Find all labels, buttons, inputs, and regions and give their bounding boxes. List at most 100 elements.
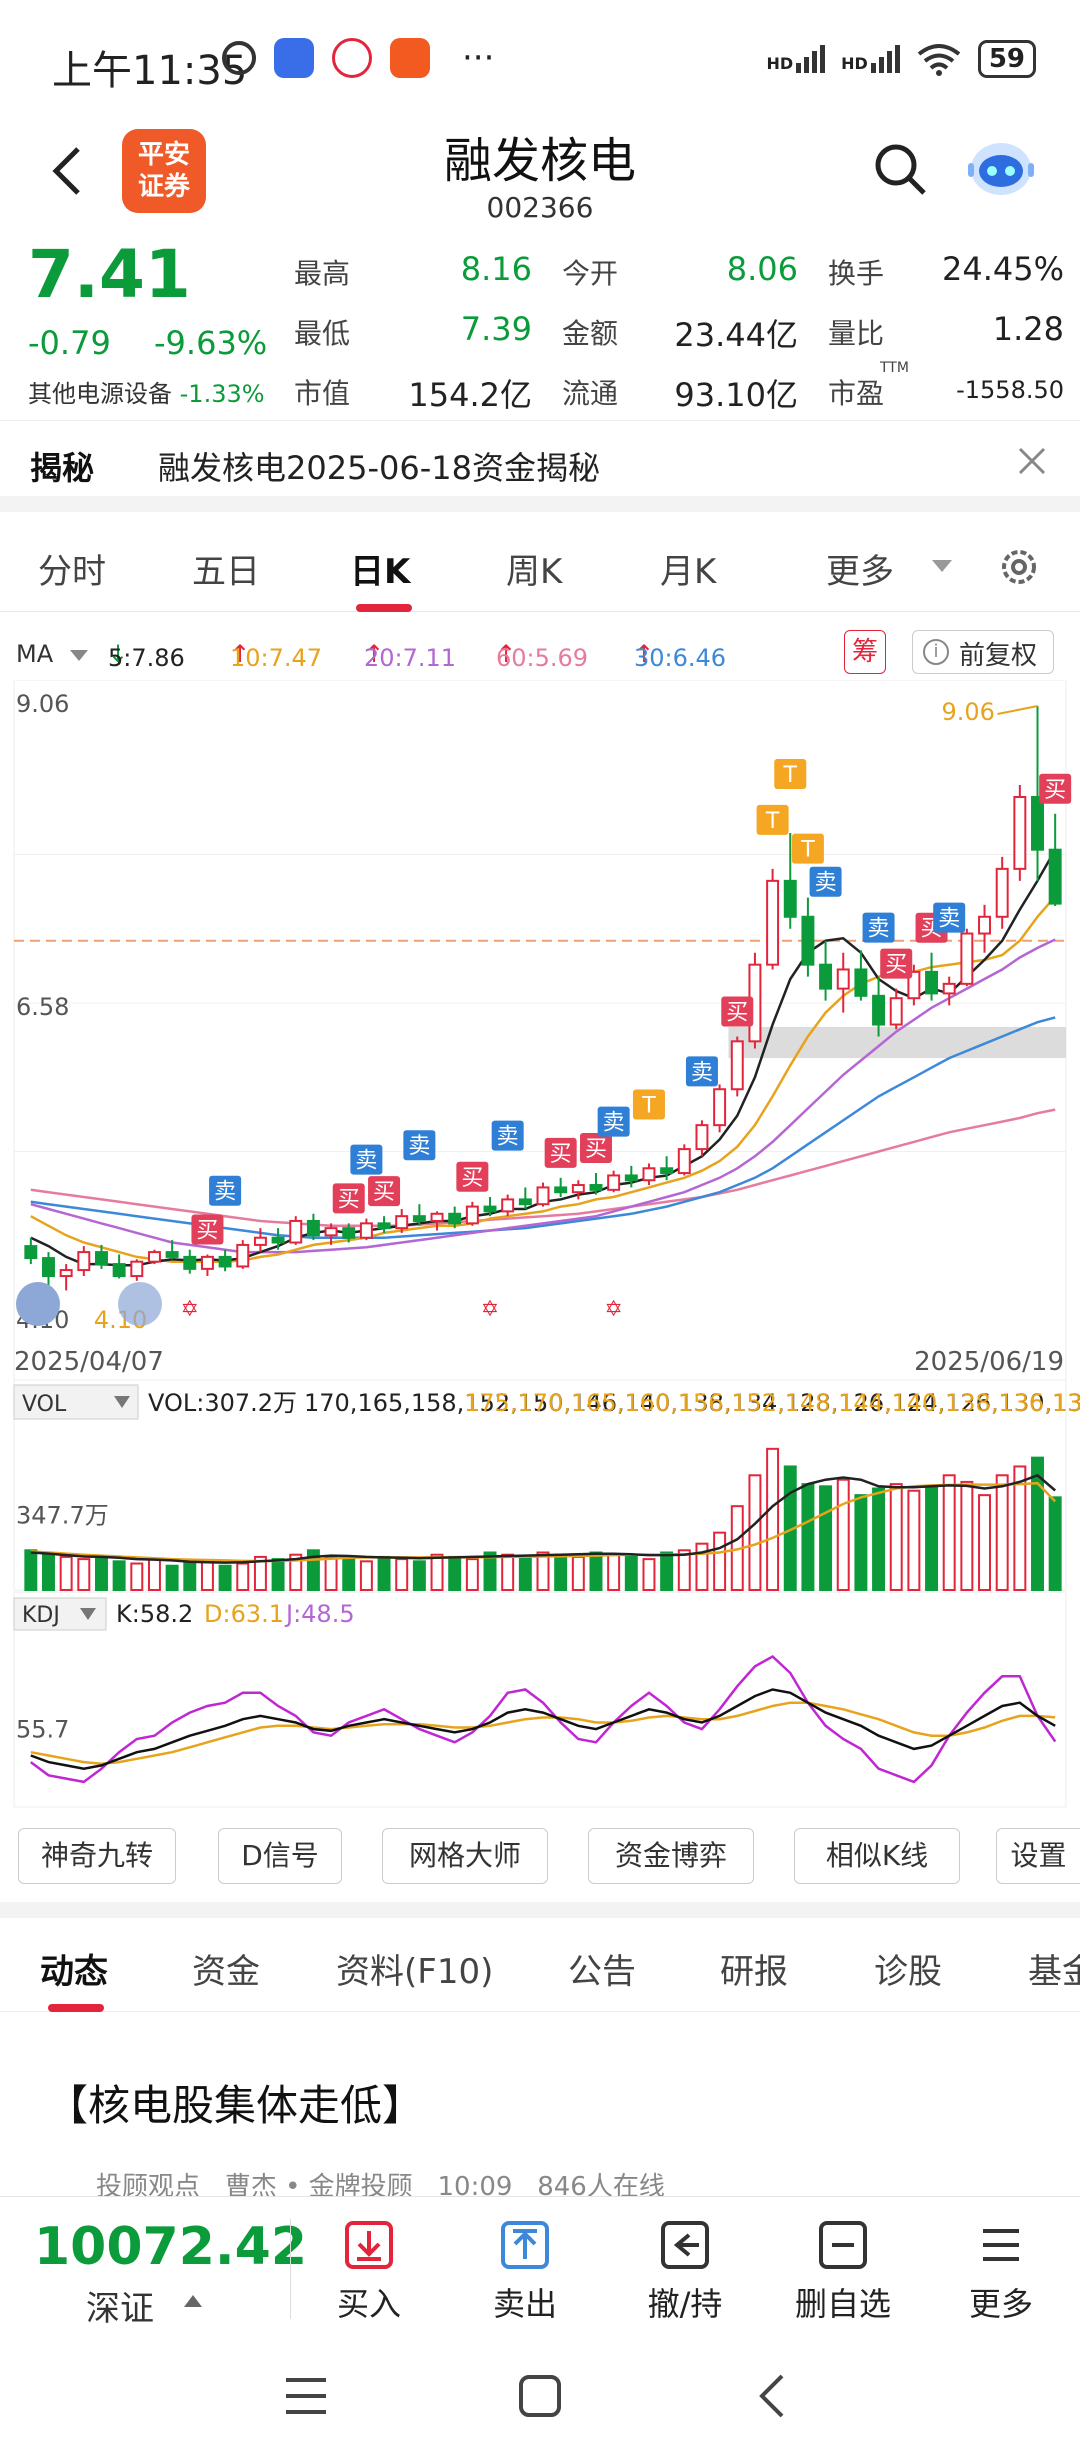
active-tab-indicator xyxy=(356,604,412,612)
chevron-down-icon xyxy=(114,1396,130,1408)
back-nav-icon[interactable] xyxy=(756,2372,786,2420)
reveal-text[interactable]: 融发核电2025-06-18资金揭秘 xyxy=(158,449,600,487)
value-turnover: 24.45% xyxy=(941,250,1064,288)
tool-settings[interactable]: 设置 xyxy=(996,1828,1080,1884)
buy-button[interactable]: 买入 xyxy=(304,2219,434,2325)
signal-text: 买 xyxy=(338,1187,360,1212)
tab-fund[interactable]: 基金 xyxy=(1028,1952,1080,1992)
candle-body xyxy=(854,968,868,997)
value-open: 8.06 xyxy=(726,250,798,288)
index-value[interactable]: 10072.42 xyxy=(34,2217,308,2277)
tab-f10[interactable]: 资料(F10) xyxy=(336,1952,494,1992)
signal-badge xyxy=(721,996,754,1027)
candle-body xyxy=(236,1243,250,1268)
signal-badge xyxy=(350,1144,383,1175)
tool-similar-k[interactable]: 相似K线 xyxy=(794,1828,960,1884)
tab-announcements[interactable]: 公告 xyxy=(568,1952,636,1992)
candle-body xyxy=(430,1212,444,1222)
volume-bar xyxy=(872,1487,886,1592)
tab-weekly-k[interactable]: 周K xyxy=(506,552,563,592)
candle-body xyxy=(359,1222,373,1239)
cancel-hold-button[interactable]: 撤/持 xyxy=(620,2219,750,2325)
candle-body xyxy=(377,1222,391,1230)
signal-text: 卖 xyxy=(214,1180,236,1205)
volume-bar xyxy=(359,1560,373,1592)
ma-label[interactable]: MA xyxy=(16,640,54,668)
label-market-cap: 市值 xyxy=(294,377,351,410)
chevron-down-icon[interactable] xyxy=(70,650,88,661)
volume-bar xyxy=(642,1558,656,1592)
tab-more[interactable]: 更多 xyxy=(826,552,894,592)
ma30-value: 30:6.46 ↑ xyxy=(634,640,727,672)
volume-bar xyxy=(695,1542,709,1591)
signal-badge xyxy=(809,866,842,897)
signal-badge xyxy=(756,804,789,835)
candle-body xyxy=(448,1212,462,1225)
signal-badge xyxy=(544,1137,577,1168)
candle-body xyxy=(465,1205,479,1225)
label-high: 最高 xyxy=(294,257,351,290)
tab-funds[interactable]: 资金 xyxy=(192,1952,260,1992)
broker-logo[interactable]: 平安 证券 xyxy=(122,129,206,213)
signal-text: 卖 xyxy=(497,1125,519,1150)
status-bar: 上午11:35 ··· HD HD 59 xyxy=(0,0,1080,125)
search-icon[interactable] xyxy=(872,141,928,197)
tab-monthly-k[interactable]: 月K xyxy=(660,552,717,592)
volume-bar xyxy=(854,1494,868,1591)
signal-text: 买 xyxy=(585,1137,607,1162)
signal-text: 买 xyxy=(461,1166,483,1191)
start-date-label: 2025/04/07 xyxy=(14,1347,164,1377)
volume-bar xyxy=(554,1553,568,1591)
remove-watchlist-button[interactable]: 删自选 xyxy=(778,2219,908,2325)
kdj-label: KDJ xyxy=(22,1603,60,1628)
signal-text: 卖 xyxy=(938,907,960,932)
news-title[interactable]: 【核电股集体走低】 xyxy=(46,2081,425,2130)
divider xyxy=(290,2219,291,2319)
sector-info[interactable]: 其他电源设备 -1.33% xyxy=(28,380,265,408)
kline-chart[interactable]: 9.066.584.109.064.10买卖买卖买卖买卖买买卖T卖买TTT卖卖买… xyxy=(0,680,1080,1810)
signal-badge xyxy=(685,1056,718,1087)
tab-intraday[interactable]: 分时 xyxy=(38,552,106,592)
vol-ma5-line xyxy=(30,1473,1057,1564)
signal-badge xyxy=(597,1106,630,1137)
ai-assistant-icon[interactable] xyxy=(966,135,1036,199)
tab-news[interactable]: 动态 xyxy=(40,1952,108,1992)
tab-daily-k[interactable]: 日K xyxy=(350,552,411,592)
candle-body xyxy=(306,1219,320,1237)
menu-nav-icon[interactable] xyxy=(284,2376,328,2416)
signal-text: 买 xyxy=(373,1180,395,1205)
tab-five-day[interactable]: 五日 xyxy=(192,552,260,592)
tool-grid-master[interactable]: 网格大师 xyxy=(382,1828,548,1884)
sell-button[interactable]: 卖出 xyxy=(460,2219,590,2325)
stock-code: 002366 xyxy=(486,191,594,224)
fuquan-button[interactable]: i 前复权 xyxy=(912,630,1054,674)
tool-d-signal[interactable]: D信号 xyxy=(218,1828,342,1884)
ma-legend[interactable]: MA 5:7.86 ↓ 10:7.47 ↑ 20:7.11 ↑ 60:5.69 ↑ 30… xyxy=(16,630,1076,676)
kdj-panel-frame xyxy=(13,1591,1067,1808)
volume-bar xyxy=(501,1553,515,1591)
more-button[interactable]: 更多 xyxy=(936,2219,1066,2325)
tab-research[interactable]: 研报 xyxy=(720,1952,788,1992)
tool-magic-nine[interactable]: 神奇九转 xyxy=(18,1828,176,1884)
tab-diagnosis[interactable]: 诊股 xyxy=(874,1952,942,1992)
chip-distribution-button[interactable]: 筹 xyxy=(844,630,886,674)
index-name[interactable]: 深证 xyxy=(86,2289,154,2329)
tool-fund-game[interactable]: 资金博弈 xyxy=(588,1828,754,1884)
remove-icon xyxy=(819,2221,867,2269)
signal-text: T xyxy=(765,809,780,834)
alarm-icon xyxy=(222,41,256,75)
home-nav-icon[interactable] xyxy=(518,2374,562,2418)
fund-reveal-banner[interactable]: 揭秘 融发核电2025-06-18资金揭秘 xyxy=(0,420,1080,512)
price-axis-label: 9.06 xyxy=(16,690,69,718)
back-arrow-icon[interactable] xyxy=(48,143,88,199)
volume-bar xyxy=(94,1555,108,1591)
gear-icon[interactable] xyxy=(998,546,1040,588)
kdj-axis-label: 55.7 xyxy=(16,1716,69,1744)
signal-badge xyxy=(456,1161,489,1192)
volume-bar xyxy=(236,1562,250,1592)
caret-up-icon[interactable] xyxy=(184,2295,202,2307)
chevron-down-icon[interactable] xyxy=(932,560,952,572)
close-icon[interactable] xyxy=(1014,443,1050,479)
candle-body xyxy=(819,963,833,990)
candle-body xyxy=(77,1251,91,1272)
